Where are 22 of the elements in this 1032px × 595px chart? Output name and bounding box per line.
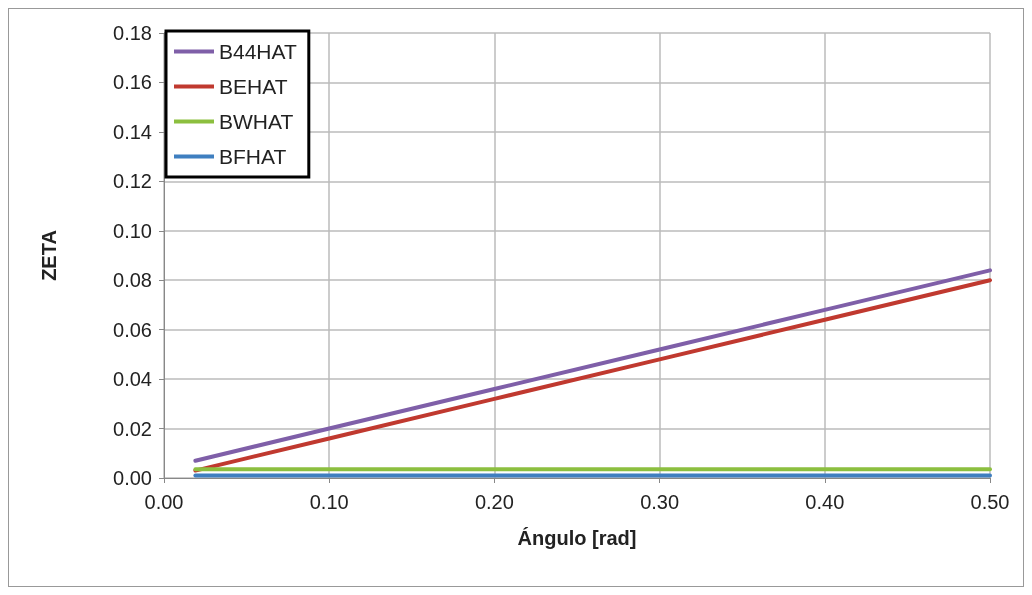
y-tick-label: 0.10	[113, 219, 152, 242]
legend-label: BFHAT	[219, 145, 287, 168]
y-tick-label: 0.14	[113, 120, 152, 143]
y-tick-label: 0.04	[113, 368, 152, 391]
y-tick-label: 0.06	[113, 318, 152, 341]
x-tick-label: 0.00	[144, 491, 184, 513]
x-tick-label: 0.30	[640, 491, 680, 513]
y-tick-label: 0.18	[113, 22, 152, 44]
y-tick-label: 0.00	[113, 467, 152, 489]
legend-label: BEHAT	[219, 75, 288, 98]
y-tick-label: 0.02	[113, 417, 152, 440]
y-tick-label: 0.16	[113, 71, 152, 94]
x-tick-label: 0.10	[309, 491, 349, 513]
x-tick-label: 0.40	[805, 491, 845, 513]
legend-label: B44HAT	[219, 40, 297, 63]
x-tick-label: 0.50	[970, 491, 1010, 513]
x-tick-label: 0.20	[474, 491, 514, 513]
y-tick-label: 0.12	[113, 170, 152, 193]
y-tick-label: 0.08	[113, 269, 152, 292]
legend-label: BWHAT	[219, 110, 294, 133]
x-axis-title: Ángulo [rad]	[517, 527, 637, 549]
y-axis-title: ZETA	[38, 230, 60, 281]
